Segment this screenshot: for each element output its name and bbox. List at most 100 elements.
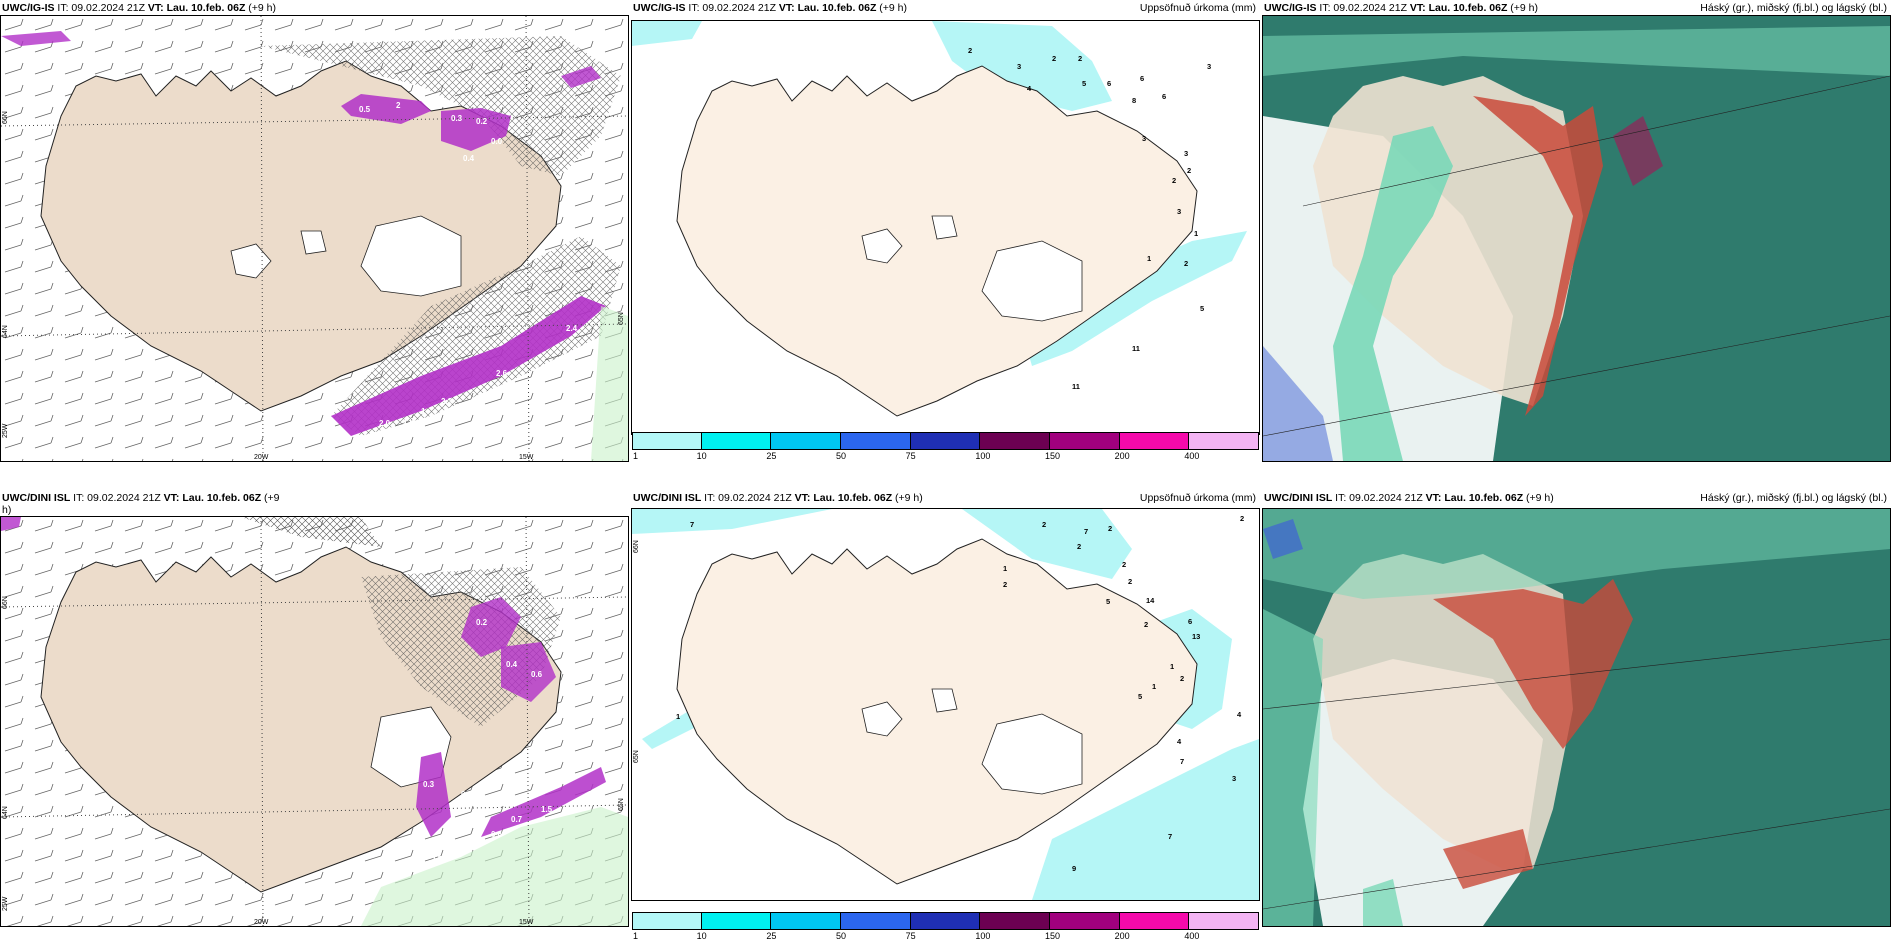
colorbar-swatch bbox=[1119, 912, 1190, 930]
precip-label: 11 bbox=[1072, 382, 1080, 391]
precip-label: 1 bbox=[1152, 682, 1156, 691]
precip-label: 1 bbox=[1147, 254, 1151, 263]
colorbar-tick: 100 bbox=[975, 451, 991, 461]
colorbar-tick: 50 bbox=[836, 451, 847, 461]
colorbar-tick: 200 bbox=[1114, 451, 1130, 461]
precip-label: 7 bbox=[1168, 832, 1172, 841]
colorbar-swatch bbox=[910, 432, 981, 450]
colorbar-tick: 50 bbox=[836, 931, 847, 941]
precip-label: 2 bbox=[1184, 259, 1188, 268]
colorbar-swatch bbox=[980, 432, 1050, 450]
axis-label: 20W bbox=[254, 919, 269, 926]
precip-label: 3 bbox=[1207, 62, 1211, 71]
precip-label: 6 bbox=[1188, 617, 1192, 626]
panel-igis-clouds: UWC/IG-IS IT: 09.02.2024 21Z VT: Lau. 10… bbox=[1262, 0, 1891, 462]
wind-number: 0.4 bbox=[463, 154, 475, 163]
colorbar-swatch bbox=[1050, 912, 1120, 930]
wind-number: 1.5 bbox=[541, 805, 553, 814]
map-area bbox=[1262, 15, 1891, 462]
precip-label: 9 bbox=[1072, 864, 1076, 873]
wind-number: 1 bbox=[421, 407, 426, 416]
precip-label: 1 bbox=[1194, 229, 1198, 238]
colorbar-swatch bbox=[771, 432, 841, 450]
wind-number: 2.5 bbox=[431, 855, 443, 864]
colorbar-swatch bbox=[841, 912, 911, 930]
precip-label: 2 bbox=[1077, 542, 1081, 551]
precip-label: 2 bbox=[1108, 524, 1112, 533]
colorbar-tick: 400 bbox=[1184, 451, 1200, 461]
panel-title: UWC/IG-IS IT: 09.02.2024 21Z VT: Lau. 10… bbox=[633, 2, 1256, 14]
colorbar-swatch bbox=[632, 912, 702, 930]
colorbar-swatch bbox=[1189, 432, 1259, 450]
precip-label: 2 bbox=[1003, 580, 1007, 589]
colorbar-swatch bbox=[910, 912, 981, 930]
precip-label: 1 bbox=[676, 712, 680, 721]
precip-label: 6 bbox=[1162, 92, 1166, 101]
colorbar-tick: 25 bbox=[766, 931, 777, 941]
panel-title: UWC/IG-IS IT: 09.02.2024 21Z VT: Lau. 10… bbox=[2, 2, 277, 14]
precip-label: 4 bbox=[1027, 84, 1032, 93]
axis-label: 20W bbox=[254, 454, 269, 461]
axis-label: 66N bbox=[633, 540, 640, 553]
axis-label: 15W bbox=[519, 919, 534, 926]
wind-number: 0.4 bbox=[506, 660, 518, 669]
colorbar-tick: 150 bbox=[1045, 451, 1061, 461]
wind-number: 2.0 bbox=[379, 419, 391, 428]
precip-label: 6 bbox=[1107, 79, 1111, 88]
panel-title: UWC/IG-IS IT: 09.02.2024 21Z VT: Lau. 10… bbox=[1264, 2, 1887, 14]
title-wrap: h) bbox=[2, 504, 12, 516]
precip-label: 2 bbox=[1122, 560, 1126, 569]
map-area: 66N 65N 7 2 7 2 2 2 2 5 14 2 1 6 13 2 1 … bbox=[631, 508, 1260, 901]
precip-label: 2 bbox=[1180, 674, 1184, 683]
axis-label: 65N bbox=[618, 312, 625, 325]
map-area: 66N 64N 25W 20W 15W 65N 0.2 0.4 0.6 0.3 … bbox=[0, 516, 629, 927]
precip-label: 1 bbox=[1170, 662, 1174, 671]
colorbar-tick: 100 bbox=[975, 931, 991, 941]
panel-title: UWC/DINI ISL IT: 09.02.2024 21Z VT: Lau.… bbox=[2, 492, 280, 504]
precip-label: 3 bbox=[1232, 774, 1236, 783]
axis-label: 64N bbox=[2, 806, 9, 819]
precip-label: 2 bbox=[968, 46, 972, 55]
colorbar bbox=[632, 912, 1259, 930]
panel-igis-wind: UWC/IG-IS IT: 09.02.2024 21Z VT: Lau. 10… bbox=[0, 0, 629, 462]
precip-label: 2 bbox=[1240, 514, 1244, 523]
colorbar-swatch bbox=[1119, 432, 1190, 450]
wind-number: 0.2 bbox=[476, 618, 488, 627]
map-area: 2 3 2 2 4 5 6 6 8 6 3 3 3 2 2 1 1 2 5 11… bbox=[631, 20, 1260, 435]
precip-label: 7 bbox=[1084, 527, 1088, 536]
precip-label: 7 bbox=[690, 520, 694, 529]
precip-label: 5 bbox=[1082, 79, 1086, 88]
wind-number: 2 bbox=[396, 101, 401, 110]
map-area: 66N 64N 25W 20W 15W 65N 0.5 2 0.3 0.2 0.… bbox=[0, 15, 629, 462]
colorbar-ticks: 1 10 25 50 75 100 150 200 400 bbox=[632, 931, 1259, 943]
colorbar-tick: 10 bbox=[696, 931, 707, 941]
precip-label: 2 bbox=[1172, 176, 1176, 185]
panel-igis-precip: UWC/IG-IS IT: 09.02.2024 21Z VT: Lau. 10… bbox=[631, 0, 1260, 461]
colorbar-swatch bbox=[771, 912, 841, 930]
axis-label: 66N bbox=[2, 111, 9, 124]
precip-label: 3 bbox=[1017, 62, 1021, 71]
axis-label: 25W bbox=[2, 896, 9, 911]
precip-label: 11 bbox=[1132, 344, 1140, 353]
colorbar-swatch bbox=[701, 912, 772, 930]
panel-dini-wind: UWC/DINI ISL IT: 09.02.2024 21Z VT: Lau.… bbox=[0, 480, 629, 927]
precip-label: 2 bbox=[1144, 620, 1148, 629]
axis-label: 65N bbox=[618, 798, 625, 811]
colorbar-tick: 1 bbox=[633, 451, 639, 461]
precip-label: 5 bbox=[1106, 597, 1110, 606]
colorbar-swatch bbox=[632, 432, 702, 450]
wind-number: 0.2 bbox=[461, 790, 473, 799]
axis-label: 66N bbox=[2, 596, 9, 609]
map-area bbox=[1262, 508, 1891, 927]
wind-number: 2.3 bbox=[441, 397, 453, 406]
precip-label: 5 bbox=[1200, 304, 1204, 313]
precip-label: 13 bbox=[1192, 632, 1200, 641]
precip-label: 7 bbox=[1180, 757, 1184, 766]
precip-label: 2 bbox=[1078, 54, 1082, 63]
precip-label: 14 bbox=[1146, 596, 1155, 605]
wind-number: 0.0 bbox=[491, 137, 503, 146]
colorbar-tick: 1 bbox=[633, 931, 639, 941]
colorbar-tick: 150 bbox=[1045, 931, 1061, 941]
wind-number: 1.6 bbox=[403, 417, 415, 426]
precip-label: 2 bbox=[1042, 520, 1046, 529]
